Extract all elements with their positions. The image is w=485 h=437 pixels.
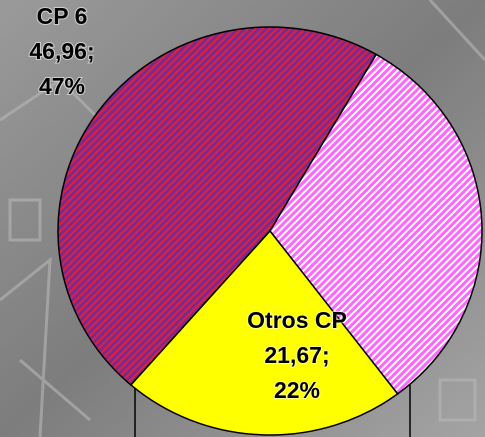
data-label: Otros CP bbox=[247, 307, 347, 333]
data-label: CP 6 bbox=[37, 3, 88, 29]
pie-slice bbox=[57, 26, 378, 387]
pie-slice bbox=[269, 53, 483, 395]
pie-slice bbox=[129, 229, 399, 436]
data-label: 47% bbox=[39, 73, 85, 99]
data-label: 21,67; bbox=[264, 342, 329, 368]
data-label: 46,96; bbox=[29, 38, 94, 64]
data-label: 22% bbox=[274, 377, 320, 403]
